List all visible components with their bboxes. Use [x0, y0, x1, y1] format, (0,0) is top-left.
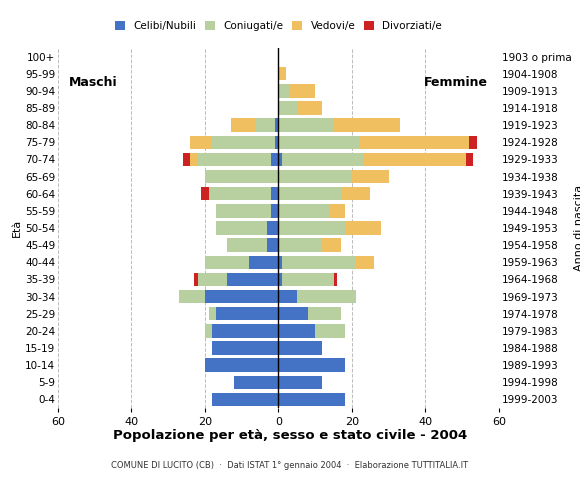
Bar — [330, 204, 345, 217]
Bar — [234, 375, 278, 389]
Bar — [212, 136, 275, 149]
Bar — [315, 324, 345, 337]
Bar — [278, 239, 322, 252]
Bar — [297, 290, 356, 303]
Y-axis label: Età: Età — [12, 219, 22, 237]
Bar — [278, 273, 282, 286]
Bar — [205, 290, 278, 303]
Bar — [205, 170, 278, 183]
Bar — [216, 307, 278, 321]
Bar — [278, 290, 297, 303]
Bar — [282, 255, 356, 269]
Bar — [271, 153, 278, 166]
Bar — [271, 187, 278, 201]
Bar — [278, 84, 289, 97]
Bar — [334, 119, 400, 132]
Bar — [198, 273, 227, 286]
Bar — [345, 221, 381, 235]
Bar — [278, 170, 352, 183]
Bar — [278, 119, 333, 132]
Bar — [278, 136, 359, 149]
Bar — [216, 204, 271, 217]
Bar — [201, 187, 209, 201]
Bar — [205, 359, 278, 372]
Bar — [322, 239, 341, 252]
Legend: Celibi/Nubili, Coniugati/e, Vedovi/e, Divorziati/e: Celibi/Nubili, Coniugati/e, Vedovi/e, Di… — [111, 17, 446, 36]
Bar — [212, 324, 278, 337]
Bar — [278, 393, 345, 406]
Text: COMUNE DI LUCITO (CB)  ·  Dati ISTAT 1° gennaio 2004  ·  Elaborazione TUTTITALIA: COMUNE DI LUCITO (CB) · Dati ISTAT 1° ge… — [111, 461, 469, 470]
Bar — [194, 273, 198, 286]
Bar — [352, 170, 389, 183]
Bar — [359, 136, 469, 149]
Bar — [256, 119, 275, 132]
Y-axis label: Anno di nascita: Anno di nascita — [574, 185, 580, 271]
Bar — [278, 341, 322, 355]
Bar — [183, 153, 190, 166]
Bar — [205, 255, 249, 269]
Bar — [334, 273, 337, 286]
Bar — [267, 239, 278, 252]
Bar — [308, 307, 341, 321]
Bar — [216, 221, 267, 235]
Bar — [469, 136, 477, 149]
Bar — [275, 136, 278, 149]
Bar — [282, 153, 363, 166]
Text: Maschi: Maschi — [69, 76, 118, 89]
Bar — [249, 255, 278, 269]
Bar — [278, 307, 308, 321]
Bar — [271, 204, 278, 217]
Bar — [278, 255, 282, 269]
Bar — [267, 221, 278, 235]
Bar — [363, 153, 466, 166]
Bar — [278, 359, 345, 372]
Bar — [212, 341, 278, 355]
Bar — [275, 119, 278, 132]
Bar — [227, 239, 267, 252]
Bar — [297, 101, 322, 115]
Bar — [198, 153, 271, 166]
Bar — [231, 119, 256, 132]
Bar — [278, 221, 345, 235]
Bar — [289, 84, 315, 97]
Bar — [356, 255, 374, 269]
Bar — [466, 153, 473, 166]
Bar — [190, 153, 198, 166]
Bar — [278, 204, 330, 217]
Bar — [341, 187, 370, 201]
Bar — [278, 153, 282, 166]
Bar — [278, 67, 286, 80]
Bar — [278, 101, 297, 115]
Bar — [278, 375, 322, 389]
Bar — [209, 307, 216, 321]
Bar — [227, 273, 278, 286]
Text: Femmine: Femmine — [424, 76, 488, 89]
Bar — [179, 290, 205, 303]
Text: Popolazione per età, sesso e stato civile - 2004: Popolazione per età, sesso e stato civil… — [113, 429, 467, 442]
Bar — [190, 136, 212, 149]
Bar — [209, 187, 271, 201]
Bar — [282, 273, 334, 286]
Bar — [278, 324, 315, 337]
Bar — [205, 324, 212, 337]
Bar — [278, 187, 341, 201]
Bar — [212, 393, 278, 406]
